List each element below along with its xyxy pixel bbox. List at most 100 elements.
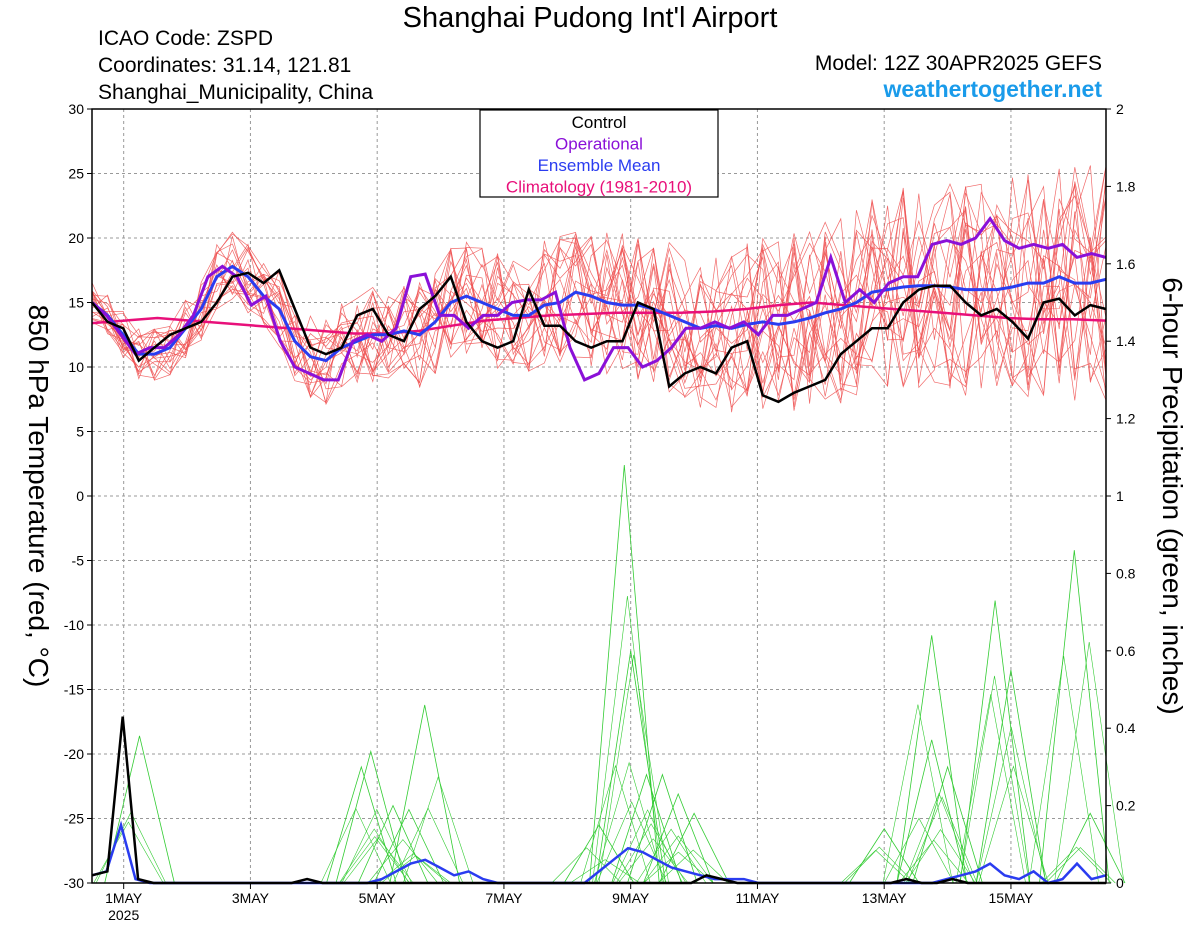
y-tick-label-right: 1.4 [1116,333,1136,349]
x-tick-label: 7MAY [485,890,523,906]
precipitation-member-line [643,792,714,884]
precipitation-member-line [373,808,445,884]
precipitation-member-line [905,829,976,884]
y-tick-label-right: 1.8 [1116,178,1136,194]
control-precipitation-line [91,716,1106,885]
temperature-member-line [91,198,1107,399]
precipitation-member-line [643,851,714,884]
precipitation-member-line [341,808,412,884]
precipitation-member-line [580,764,651,884]
x-tick-label: 5MAY [359,890,397,906]
x-tick-label: 1MAY [105,890,143,906]
precipitation-member-line [596,801,667,884]
y-tick-label-left: 5 [76,424,84,440]
y-tick-label-left: -10 [64,617,84,633]
y-tick-label-left: -20 [64,746,84,762]
precipitation-member-line [896,635,967,884]
precipitation-member-line [975,670,1047,884]
y-tick-label-right: 0.2 [1116,798,1136,814]
y-tick-label-left: 20 [68,230,84,246]
precipitation-member-line [1039,550,1110,884]
precipitation-member-line [320,807,391,884]
precipitation-member-line [339,836,410,884]
precipitation-member-line [595,650,666,884]
precipitation-member-line [570,859,641,884]
precipitation-member-line [1045,847,1116,884]
ensemble-mean-precipitation-line [91,820,1107,885]
precipitation-member-line [844,846,915,884]
y-tick-label-left: 15 [68,295,84,311]
temperature-member-line [91,165,1107,406]
y-tick-label-left: -30 [64,875,84,891]
operational-temperature-line [91,215,1107,382]
legend-box [479,109,719,198]
precipitation-member-line [912,765,983,884]
precipitation-member-line [1054,641,1125,884]
x-tick-year-label: 2025 [108,907,139,923]
precipitation-member-line [104,735,175,884]
precipitation-member-line [403,776,474,884]
temperature-member-line [91,186,1107,391]
y-tick-label-right: 0.4 [1116,720,1136,736]
y-tick-label-left: 0 [76,488,84,504]
legend-item: Operational [555,135,643,154]
precipitation-member-line [335,749,407,884]
model-run: Model: 12Z 30APR2025 GEFS [814,52,1102,75]
precipitation-member-line [907,796,978,884]
precipitation-member-line [389,704,460,884]
y-tick-label-right: 1.2 [1116,411,1136,427]
precipitation-member-line [551,847,622,884]
precipitation-member-line [611,773,682,884]
precipitation-member-line [898,839,969,884]
precipitation-member-line [339,828,410,884]
y-tick-label-left: -5 [72,553,85,569]
precipitation-member-line [636,828,707,884]
y-tick-label-right: 0.8 [1116,565,1136,581]
precipitation-member-line [896,739,967,884]
legend: Control Operational Ensemble Mean Climatolo… [479,109,719,198]
y-tick-label-left: 30 [68,101,84,117]
x-tick-label: 13MAY [862,890,908,906]
icao-code: ICAO Code: ZSPD [98,27,274,50]
y-tick-label-left: -15 [64,682,84,698]
precipitation-member-line [959,675,1030,884]
precipitation-member-line [563,824,635,884]
x-tick-label: 3MAY [232,890,270,906]
legend-item: Climatology (1981-2010) [506,178,692,197]
precipitation-member-line [903,792,975,884]
website-link[interactable]: weathertogether.net [883,76,1102,102]
climatology-line [91,301,1107,335]
y-tick-label-left: 10 [68,359,84,375]
precipitation-member-line [592,595,663,884]
x-tick-label: 9MAY [612,890,650,906]
temperature-member-line [91,174,1107,408]
precipitation-member-line [658,849,729,884]
precipitation-member-line [627,773,698,884]
legend-item: Control [572,113,627,132]
precipitation-member-line [1054,812,1126,884]
precipitation-member-line [594,761,665,884]
precipitation-member-line [978,765,1049,884]
control-temperature-line [91,268,1107,404]
page-title: Shanghai Pudong Int'l Airport [402,2,778,34]
y-tick-label-right: 2 [1116,101,1124,117]
x-tick-label: 15MAY [989,890,1035,906]
coordinates: Coordinates: 31.14, 121.81 [98,54,352,77]
x-tick-label: 11MAY [736,890,780,906]
precipitation-member-line [380,855,451,884]
precipitation-member-line [658,812,730,884]
precipitation-member-line [643,835,714,884]
grid [92,109,1106,883]
y-tick-label-left: 25 [68,166,84,182]
precipitation-member-line [393,807,464,884]
precipitation-member-line [1041,846,1112,884]
y-tick-label-right: 1 [1116,488,1124,504]
location: Shanghai_Municipality, China [98,81,374,104]
precipitation-member-line [976,726,1047,884]
precipitation-member-line [959,600,1031,884]
precipitation-member-line [616,823,687,884]
y-tick-label-left: -25 [64,811,84,827]
precipitation-member-line [840,849,911,884]
y-tick-label-right: 0.6 [1116,643,1136,659]
